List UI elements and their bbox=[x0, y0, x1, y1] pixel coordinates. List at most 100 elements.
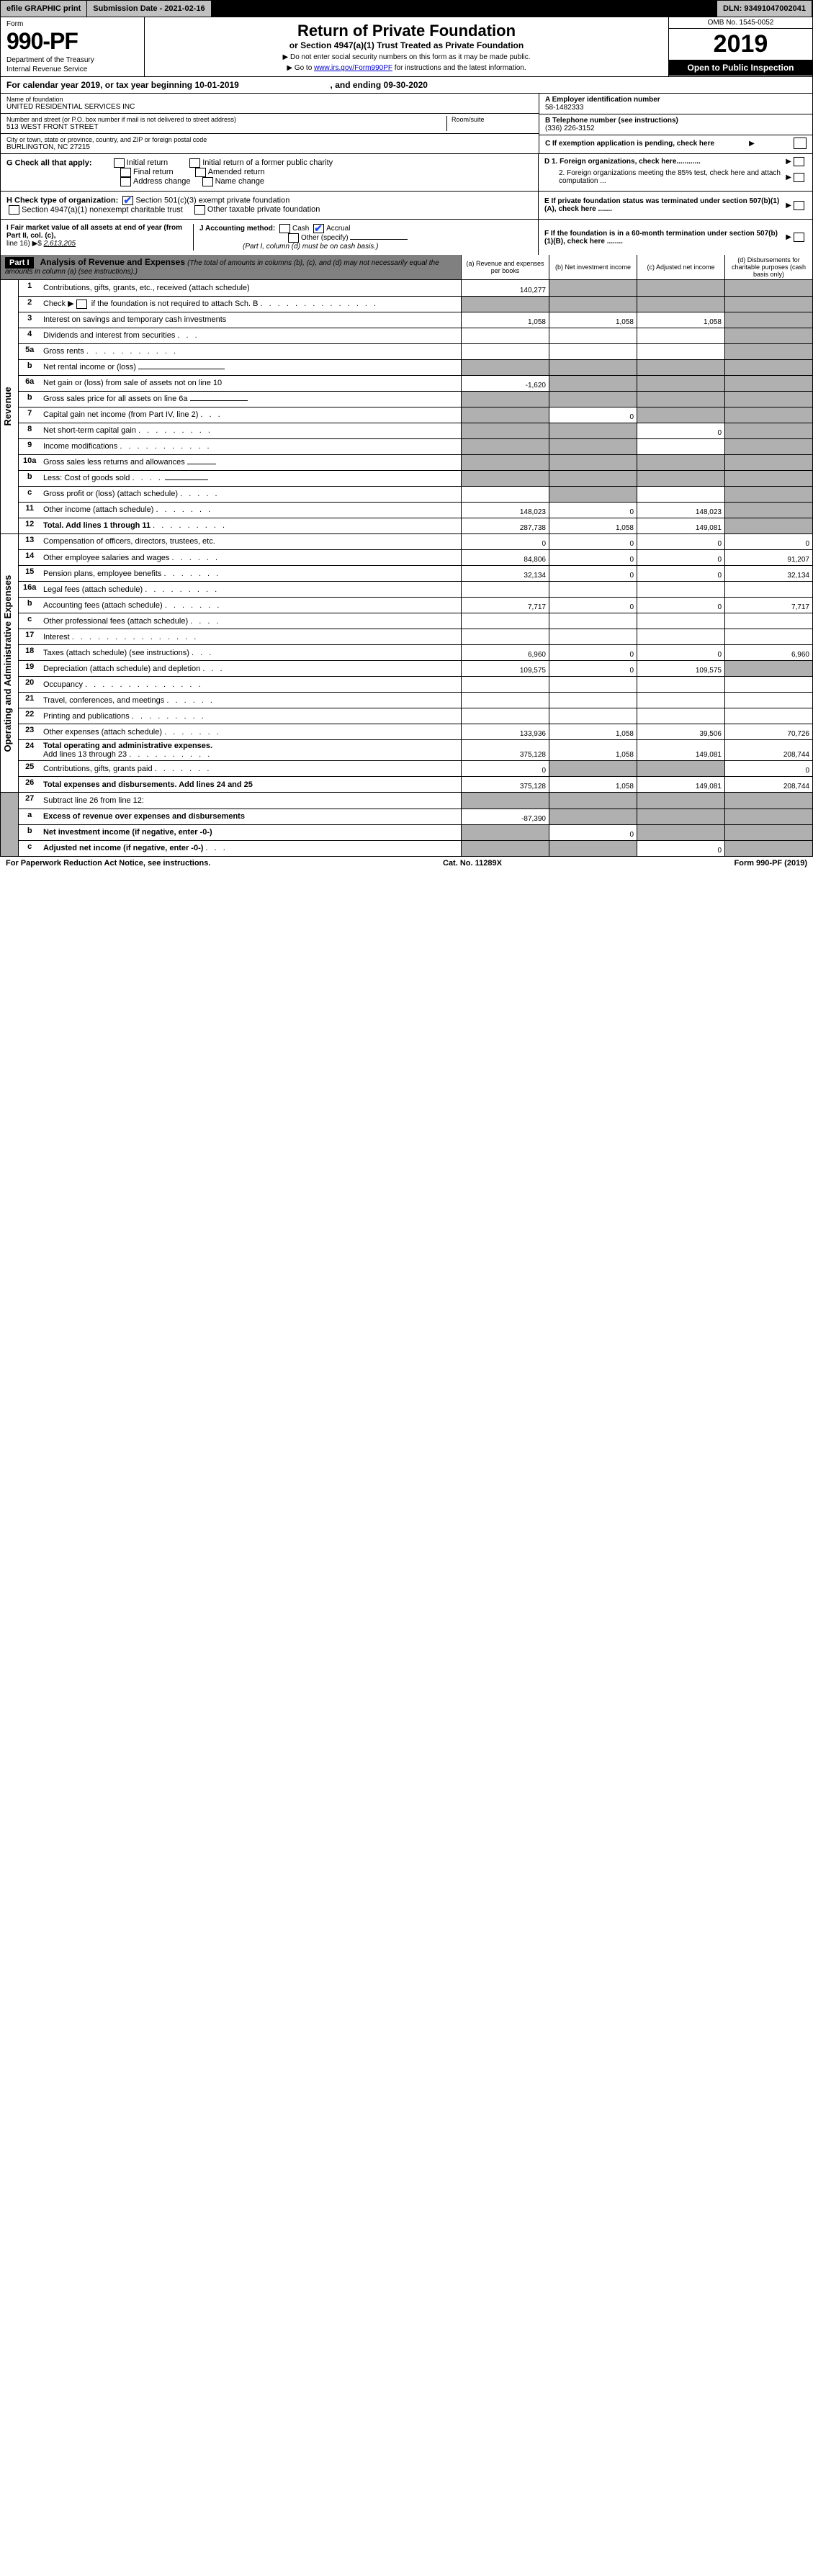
top-bar: efile GRAPHIC print Submission Date - 20… bbox=[0, 0, 813, 17]
city-state-zip: BURLINGTON, NC 27215 bbox=[6, 143, 533, 151]
h-501c3-chk[interactable] bbox=[122, 196, 133, 205]
d2-label: 2. Foreign organizations meeting the 85%… bbox=[544, 169, 786, 185]
omb-number: OMB No. 1545-0052 bbox=[669, 17, 812, 29]
goto-note: ▶ Go to www.irs.gov/Form990PF for instru… bbox=[151, 64, 662, 72]
line-23: 23Other expenses (attach schedule) . . .… bbox=[19, 724, 813, 740]
part1-label: Part I bbox=[5, 257, 34, 269]
room-label: Room/suite bbox=[452, 116, 533, 123]
line-1: 1Contributions, gifts, grants, etc., rec… bbox=[19, 280, 813, 296]
j-label: J Accounting method: bbox=[199, 225, 275, 233]
line-6a: 6aNet gain or (loss) from sale of assets… bbox=[19, 375, 813, 391]
form-label: Form bbox=[6, 20, 138, 28]
ssn-warning: ▶ Do not enter social security numbers o… bbox=[151, 53, 662, 61]
form-footer: Form 990-PF (2019) bbox=[735, 859, 807, 868]
line-16c: cOther professional fees (attach schedul… bbox=[19, 613, 813, 629]
line-4: 4Dividends and interest from securities … bbox=[19, 328, 813, 343]
line-16a: 16aLegal fees (attach schedule) . . . . … bbox=[19, 582, 813, 598]
j-accrual-chk[interactable] bbox=[313, 224, 324, 233]
e-chk[interactable] bbox=[794, 201, 804, 210]
ein-label: A Employer identification number bbox=[545, 96, 807, 104]
part1-title: Analysis of Revenue and Expenses bbox=[40, 257, 185, 267]
irs-link[interactable]: www.irs.gov/Form990PF bbox=[314, 64, 392, 72]
irs-label: Internal Revenue Service bbox=[6, 66, 138, 73]
line-5b: bNet rental income or (loss) bbox=[19, 359, 813, 375]
line-2: 2Check ▶ if the foundation is not requir… bbox=[19, 296, 813, 312]
ein-value: 58-1482333 bbox=[545, 104, 807, 112]
line-14: 14Other employee salaries and wages . . … bbox=[19, 550, 813, 566]
g-initial-former-chk[interactable] bbox=[189, 158, 200, 168]
line-27b: bNet investment income (if negative, ent… bbox=[19, 824, 813, 840]
g-label: G Check all that apply: bbox=[6, 158, 92, 167]
line-13: 13Compensation of officers, directors, t… bbox=[19, 534, 813, 550]
line-25: 25Contributions, gifts, grants paid . . … bbox=[19, 761, 813, 777]
line-21: 21Travel, conferences, and meetings . . … bbox=[19, 693, 813, 708]
line-9: 9Income modifications . . . . . . . . . … bbox=[19, 438, 813, 454]
g-amended-chk[interactable] bbox=[195, 168, 206, 177]
h-4947-chk[interactable] bbox=[9, 205, 19, 215]
d1-label: D 1. Foreign organizations, check here..… bbox=[544, 158, 786, 166]
d2-chk[interactable] bbox=[794, 173, 804, 182]
g-initial-chk[interactable] bbox=[114, 158, 125, 168]
info-section: Name of foundation UNITED RESIDENTIAL SE… bbox=[0, 94, 813, 154]
line-15: 15Pension plans, employee benefits . . .… bbox=[19, 566, 813, 582]
efile-label[interactable]: efile GRAPHIC print bbox=[1, 1, 87, 17]
form-subtitle: or Section 4947(a)(1) Trust Treated as P… bbox=[151, 40, 662, 50]
j-other-chk[interactable] bbox=[288, 233, 299, 243]
g-final-chk[interactable] bbox=[120, 168, 131, 177]
line-7: 7Capital gain net income (from Part IV, … bbox=[19, 407, 813, 423]
open-public: Open to Public Inspection bbox=[669, 60, 812, 76]
line-11: 11Other income (attach schedule) . . . .… bbox=[19, 502, 813, 518]
line-16b: bAccounting fees (attach schedule) . . .… bbox=[19, 598, 813, 613]
line-10b: bLess: Cost of goods sold . . . . bbox=[19, 470, 813, 486]
g-address-chk[interactable] bbox=[120, 177, 131, 186]
line-22: 22Printing and publications . . . . . . … bbox=[19, 708, 813, 724]
line27-section: 27Subtract line 26 from line 12: aExcess… bbox=[0, 793, 813, 857]
name-label: Name of foundation bbox=[6, 96, 533, 103]
col-d-head: (d) Disbursements for charitable purpose… bbox=[724, 255, 812, 279]
calendar-year-line: For calendar year 2019, or tax year begi… bbox=[0, 77, 813, 94]
h-other-chk[interactable] bbox=[194, 205, 205, 215]
c-checkbox[interactable] bbox=[794, 138, 807, 149]
line-24: 24Total operating and administrative exp… bbox=[19, 740, 813, 761]
revenue-vlabel: Revenue bbox=[0, 280, 18, 534]
line-19: 19Depreciation (attach schedule) and dep… bbox=[19, 661, 813, 677]
line-20: 20Occupancy . . . . . . . . . . . . . . bbox=[19, 677, 813, 693]
line2-chk[interactable] bbox=[76, 300, 87, 309]
line-27a: aExcess of revenue over expenses and dis… bbox=[19, 809, 813, 824]
e-label: E If private foundation status was termi… bbox=[544, 197, 786, 213]
line-3: 3Interest on savings and temporary cash … bbox=[19, 312, 813, 328]
h-row: H Check type of organization: Section 50… bbox=[0, 192, 813, 220]
line-26: 26Total expenses and disbursements. Add … bbox=[19, 777, 813, 793]
d1-chk[interactable] bbox=[794, 157, 804, 166]
street-address: 513 WEST FRONT STREET bbox=[6, 123, 446, 131]
addr-label: Number and street (or P.O. box number if… bbox=[6, 116, 446, 123]
line-10c: cGross profit or (loss) (attach schedule… bbox=[19, 486, 813, 502]
ij-row: I Fair market value of all assets at end… bbox=[0, 220, 813, 255]
line-18: 18Taxes (attach schedule) (see instructi… bbox=[19, 645, 813, 661]
page-footer: For Paperwork Reduction Act Notice, see … bbox=[0, 857, 813, 870]
dln: DLN: 93491047002041 bbox=[717, 1, 812, 17]
city-label: City or town, state or province, country… bbox=[6, 136, 533, 143]
f-chk[interactable] bbox=[794, 233, 804, 242]
revenue-section: Revenue 1Contributions, gifts, grants, e… bbox=[0, 280, 813, 534]
line-5a: 5aGross rents . . . . . . . . . . . bbox=[19, 343, 813, 359]
part1-header: Part I Analysis of Revenue and Expenses … bbox=[0, 255, 813, 280]
foundation-name: UNITED RESIDENTIAL SERVICES INC bbox=[6, 103, 533, 111]
expenses-section: Operating and Administrative Expenses 13… bbox=[0, 534, 813, 793]
col-b-head: (b) Net investment income bbox=[549, 255, 637, 279]
i-line16: line 16) ▶$ 2,613,205 bbox=[6, 240, 76, 248]
tel-label: B Telephone number (see instructions) bbox=[545, 117, 807, 125]
line-17: 17Interest . . . . . . . . . . . . . . . bbox=[19, 629, 813, 645]
tax-year: 2019 bbox=[669, 29, 812, 60]
j-note: (Part I, column (d) must be on cash basi… bbox=[243, 243, 378, 251]
form-title: Return of Private Foundation bbox=[151, 22, 662, 40]
form-number: 990-PF bbox=[6, 28, 138, 55]
f-label: F If the foundation is in a 60-month ter… bbox=[544, 230, 786, 246]
line-6b: bGross sales price for all assets on lin… bbox=[19, 391, 813, 407]
submission-date: Submission Date - 2021-02-16 bbox=[87, 1, 211, 17]
dept-treasury: Department of the Treasury bbox=[6, 56, 138, 64]
line-8: 8Net short-term capital gain . . . . . .… bbox=[19, 423, 813, 438]
j-cash-chk[interactable] bbox=[279, 224, 290, 233]
expenses-vlabel: Operating and Administrative Expenses bbox=[0, 534, 18, 793]
g-name-chk[interactable] bbox=[202, 177, 213, 186]
